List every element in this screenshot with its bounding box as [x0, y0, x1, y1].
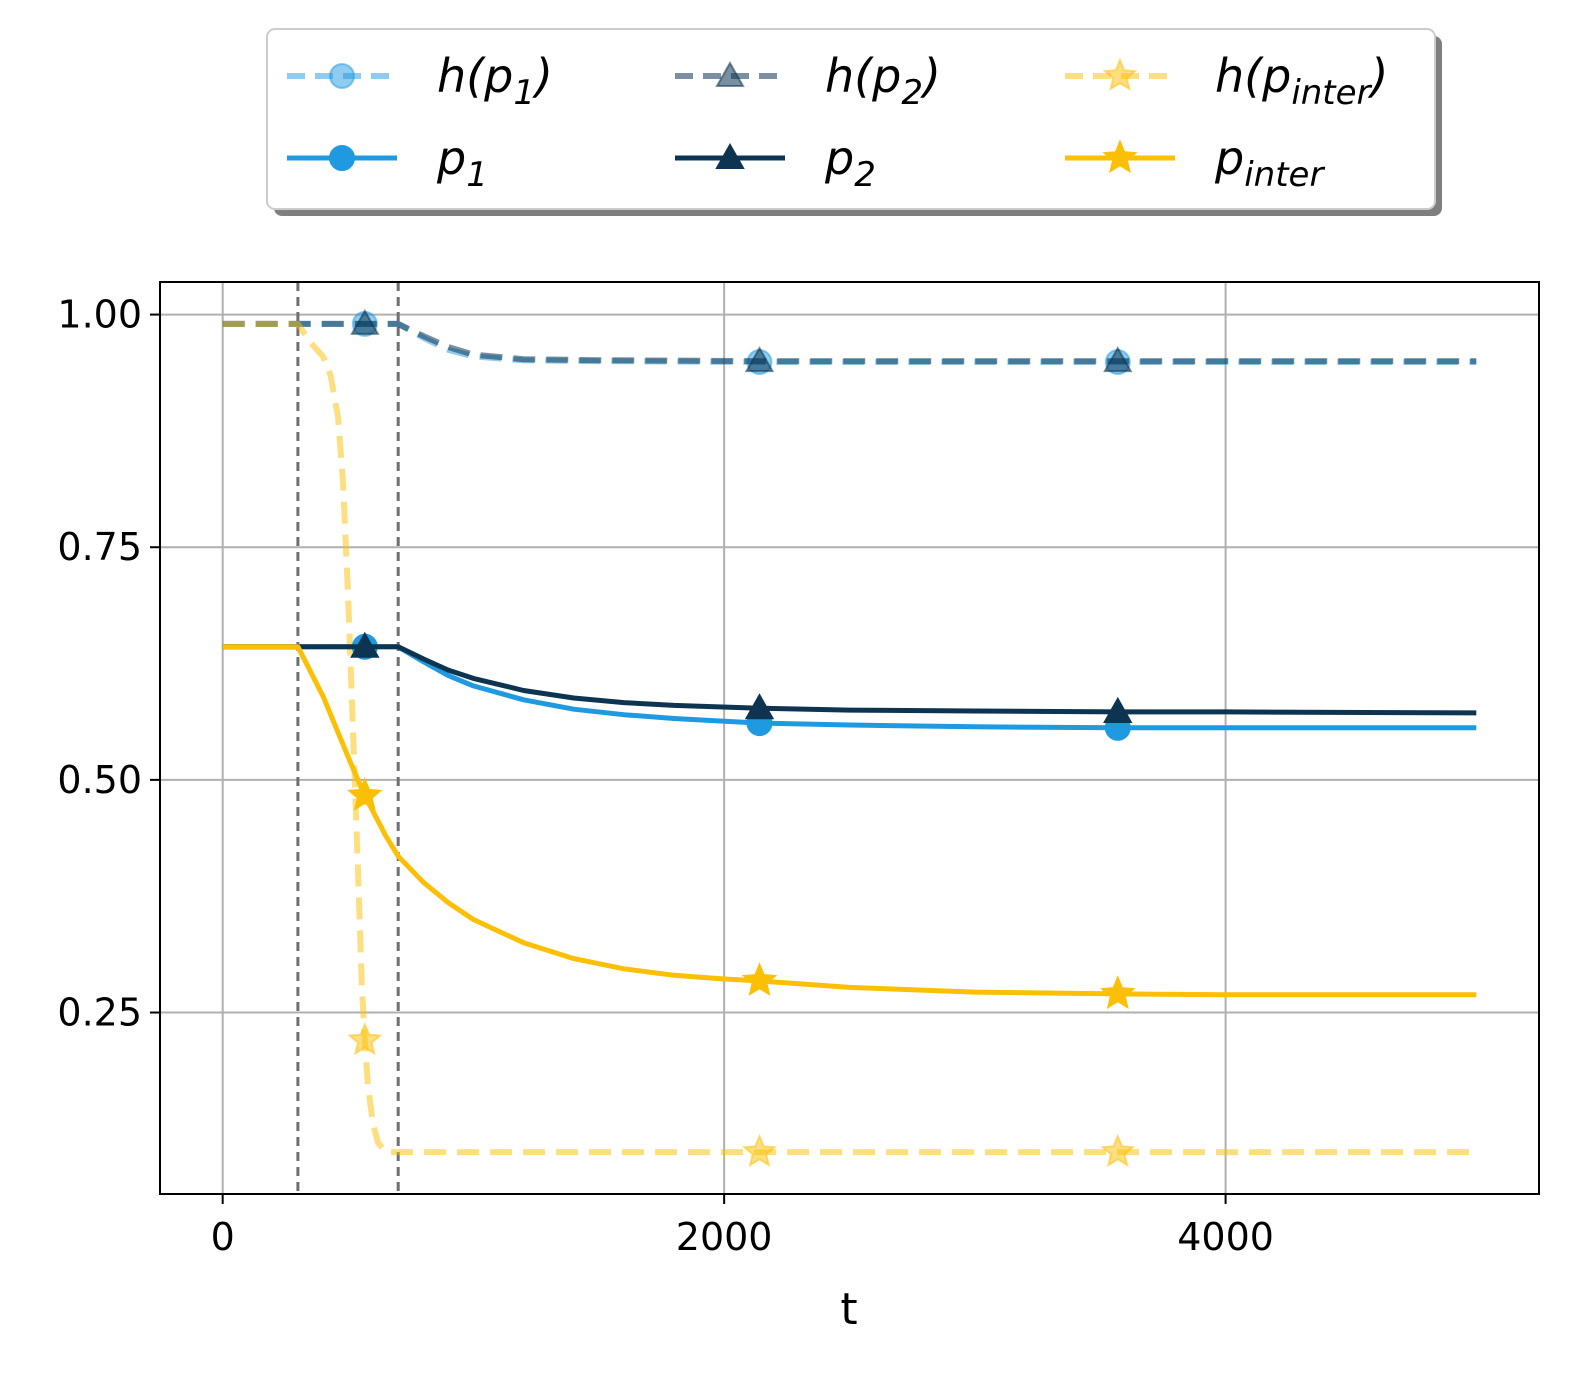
data-point-marker: [1103, 346, 1133, 373]
legend-label: p2: [824, 131, 876, 195]
x-tick-label: 0: [211, 1215, 235, 1259]
data-point-marker: [347, 777, 383, 811]
grid-lines: [160, 282, 1539, 1194]
y-tick-label: 0.50: [57, 758, 142, 802]
series-line: [222, 320, 1477, 365]
legend-label: pinter: [1214, 131, 1325, 195]
legend-marker: [329, 145, 355, 171]
plot-frame: [159, 281, 1540, 1195]
series-line: [222, 320, 1477, 1156]
vertical-marker-lines: [296, 282, 400, 1194]
data-point-marker: [741, 1133, 778, 1168]
legend-label: h(pinter): [1215, 49, 1389, 113]
series-layer: [222, 308, 1477, 1168]
data-point-marker: [741, 962, 778, 996]
legend: h(p1) h(p2) h(pinter) p1 p2 pinter: [266, 28, 1442, 216]
legend-entry: h(pinter): [1065, 49, 1389, 113]
legend-entry: h(p1): [287, 49, 553, 113]
legend-marker: [329, 63, 355, 89]
legend-entry: pinter: [1065, 131, 1325, 195]
series-line: [222, 644, 1477, 716]
series-p2: [222, 631, 1477, 723]
legend-entry: p2: [675, 131, 876, 195]
legend-marker: [1102, 139, 1138, 174]
series-h-p1-: [222, 310, 1477, 376]
legend-marker: [1102, 57, 1138, 92]
data-point-marker: [1103, 696, 1133, 723]
y-tick-label: 0.25: [57, 991, 142, 1035]
legend-marker: [715, 142, 745, 169]
data-point-marker: [347, 1021, 383, 1056]
data-point-marker: [1100, 975, 1136, 1010]
series-line: [222, 644, 1477, 731]
x-axis-title: t: [840, 1284, 857, 1335]
data-point-marker: [744, 693, 775, 720]
x-tick-label: 2000: [676, 1215, 773, 1259]
data-point-marker: [350, 631, 380, 658]
legend-label: h(p2): [825, 49, 941, 113]
y-tick-label: 1.00: [57, 293, 142, 337]
data-point-marker: [350, 308, 380, 335]
legend-label: p1: [436, 131, 488, 195]
legend-box: [266, 28, 1436, 210]
data-point-marker: [1100, 1133, 1136, 1168]
legend-entry: p1: [287, 131, 488, 195]
tick-layer: 0 2000 4000 0.25 0.50 0.75 1.00: [57, 293, 1274, 1259]
legend-items: h(p1) h(p2) h(pinter) p1 p2 pinter: [287, 49, 1389, 195]
legend-marker: [715, 60, 745, 87]
legend-entry: h(p2): [675, 49, 941, 113]
series-h-p-inter-: [222, 320, 1477, 1168]
y-tick-label: 0.75: [57, 525, 142, 569]
series-p-inter: [222, 644, 1477, 1010]
x-tick-label: 4000: [1177, 1215, 1274, 1259]
series-line: [222, 644, 1477, 998]
legend-label: h(p1): [437, 49, 553, 113]
series-h-p2-: [222, 308, 1477, 373]
data-point-marker: [744, 346, 775, 373]
series-line: [222, 320, 1477, 365]
